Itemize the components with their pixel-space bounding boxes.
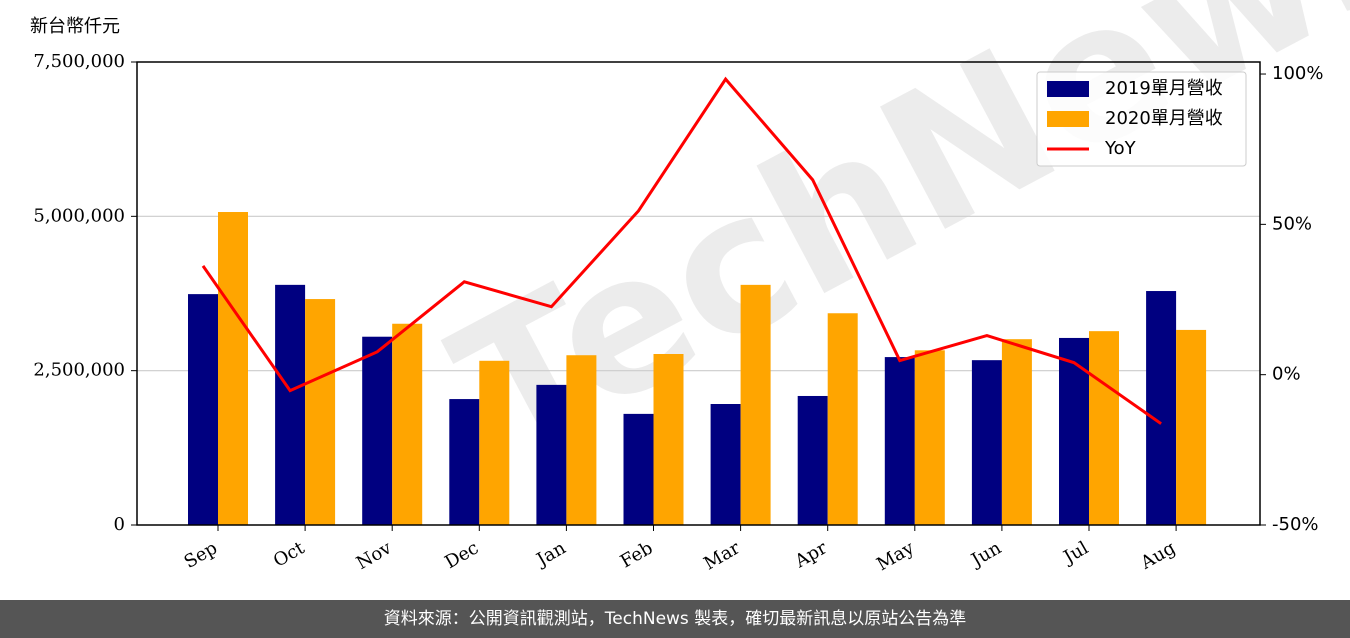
x-tick-label: Feb — [617, 537, 657, 572]
footer: 資料來源：公開資訊觀測站，TechNews 製表，確切最新訊息以原站公告為準 — [0, 600, 1350, 638]
bar — [305, 299, 336, 525]
y-tick-label: 5,000,000 — [33, 205, 125, 226]
bar — [275, 284, 306, 525]
bar — [797, 395, 828, 525]
y2-tick-label: -50% — [1272, 514, 1319, 535]
bar — [1146, 291, 1177, 525]
legend-swatch — [1047, 111, 1089, 127]
legend-swatch — [1047, 81, 1089, 97]
bar — [914, 350, 945, 525]
bar — [1176, 329, 1207, 525]
bar — [188, 294, 218, 525]
legend-label: YoY — [1104, 138, 1137, 159]
x-tick-label: Jun — [966, 537, 1005, 572]
bar — [710, 404, 741, 525]
bar — [740, 284, 771, 525]
bar — [653, 353, 684, 525]
legend-box — [1036, 71, 1247, 167]
bar — [362, 336, 393, 525]
x-tick-label: Nov — [353, 537, 396, 574]
plot-frame — [136, 61, 1261, 526]
x-tick-label: Sep — [181, 537, 221, 572]
x-tick-label: Oct — [270, 537, 309, 572]
bar — [623, 413, 654, 525]
x-tick-label: Jan — [532, 537, 570, 571]
x-tick-label: Apr — [791, 537, 831, 572]
x-tick-label: May — [873, 537, 918, 575]
bar — [536, 384, 567, 525]
legend-label: 2020單月營收 — [1105, 108, 1223, 129]
bar — [827, 313, 858, 525]
bar — [1059, 337, 1089, 525]
y-axis-label: 新台幣仟元 — [30, 16, 120, 37]
legend-label: 2019單月營收 — [1105, 78, 1223, 99]
bar — [971, 360, 1002, 525]
bar — [1089, 331, 1119, 525]
chart: TechNews 新台幣仟元 02,500,0005,000,0007,500,… — [30, 0, 1350, 575]
bar — [392, 323, 423, 525]
x-tick-label: Mar — [700, 537, 744, 574]
y2-tick-label: 50% — [1272, 213, 1312, 234]
y-tick-label: 0 — [114, 514, 125, 535]
bar — [218, 212, 248, 525]
y-tick-label: 7,500,000 — [33, 51, 125, 72]
x-tick-label: Aug — [1136, 537, 1179, 574]
bar — [1001, 339, 1032, 525]
bar — [884, 357, 915, 525]
y-tick-label: 2,500,000 — [33, 360, 125, 381]
x-tick-label: Jul — [1058, 537, 1092, 569]
x-tick-label: Dec — [441, 537, 482, 573]
y2-tick-label: 100% — [1272, 63, 1323, 84]
y2-tick-label: 0% — [1272, 364, 1301, 385]
line — [201, 76, 1162, 425]
bar — [449, 399, 480, 525]
bar — [566, 355, 597, 525]
bar — [479, 360, 510, 525]
